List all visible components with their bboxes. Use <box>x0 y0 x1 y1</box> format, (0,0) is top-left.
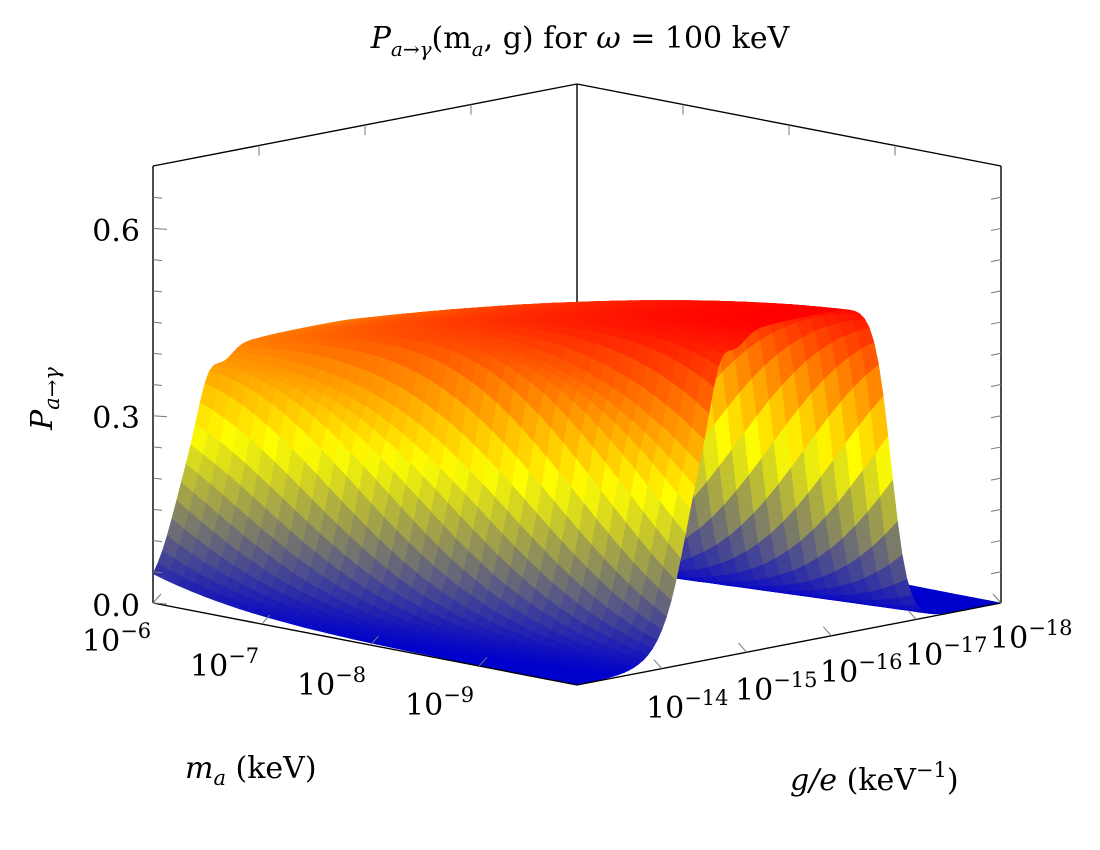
z-axis-label: Pa→γ <box>25 367 64 431</box>
z-tick <box>990 415 1002 419</box>
z-tick-label: 0.6 <box>92 214 140 249</box>
z-tick <box>990 446 1002 450</box>
x-tick <box>370 635 379 646</box>
z-tick <box>152 321 163 324</box>
z-tick <box>990 508 1002 512</box>
z-tick-label: 0.3 <box>92 401 140 436</box>
y-tick-labels: 10−14 10−15 10−16 10−17 10−18 <box>646 616 1073 726</box>
y-tick <box>738 642 747 653</box>
z-tick <box>152 384 163 386</box>
x-axis-label: ma (keV) <box>185 751 317 790</box>
z-tick <box>990 196 1002 200</box>
z-tick <box>990 290 1002 294</box>
y-tick-label: 10−17 <box>905 633 988 673</box>
z-tick <box>152 227 168 230</box>
y-tick <box>823 626 832 637</box>
z-tick <box>152 415 168 418</box>
z-tick <box>152 352 163 355</box>
z-tick <box>152 259 163 262</box>
x-tick-label: 10−6 <box>82 619 151 659</box>
z-tick <box>152 290 163 293</box>
y-tick-label: 10−14 <box>646 686 729 726</box>
z-tick <box>152 602 168 605</box>
front-bottom-right-edge <box>576 602 1002 686</box>
x-tick <box>152 593 162 604</box>
tick-marks <box>152 104 1002 669</box>
y-tick <box>653 659 663 669</box>
z-tick <box>990 352 1002 356</box>
y-tick-label: 10−15 <box>735 668 818 708</box>
z-tick <box>990 259 1002 263</box>
axis-box-front <box>152 602 1002 686</box>
z-tick <box>990 571 1002 575</box>
z-tick <box>990 227 1002 231</box>
x-tick-label: 10−8 <box>297 663 366 703</box>
probability-surface <box>152 300 1002 686</box>
z-tick-label: 0.0 <box>92 589 140 624</box>
z-tick <box>990 540 1002 544</box>
front-bottom-left-edge <box>152 602 578 686</box>
z-tick <box>152 571 163 574</box>
chart-title: Pa→γ(ma, g) for ω = 100 keV <box>370 21 791 61</box>
z-tick <box>990 384 1002 387</box>
z-tick-labels: 0.0 0.3 0.6 <box>92 214 140 624</box>
z-tick <box>152 446 163 449</box>
z-tick <box>152 477 163 480</box>
z-tick <box>990 321 1002 325</box>
x-tick-label: 10−9 <box>405 683 474 723</box>
y-axis-label: g/e (keV−1) <box>790 758 959 798</box>
x-tick <box>261 614 271 625</box>
y-tick-label: 10−16 <box>820 650 903 690</box>
z-tick <box>990 477 1002 481</box>
y-tick <box>992 593 1002 604</box>
y-tick <box>907 610 917 620</box>
z-tick <box>152 196 163 199</box>
z-tick <box>152 540 163 543</box>
x-tick <box>478 656 488 667</box>
x-tick-labels: 10−6 10−7 10−8 10−9 <box>82 619 474 723</box>
z-tick <box>152 508 163 511</box>
x-tick-label: 10−7 <box>190 644 259 684</box>
y-tick-label: 10−18 <box>990 616 1073 656</box>
